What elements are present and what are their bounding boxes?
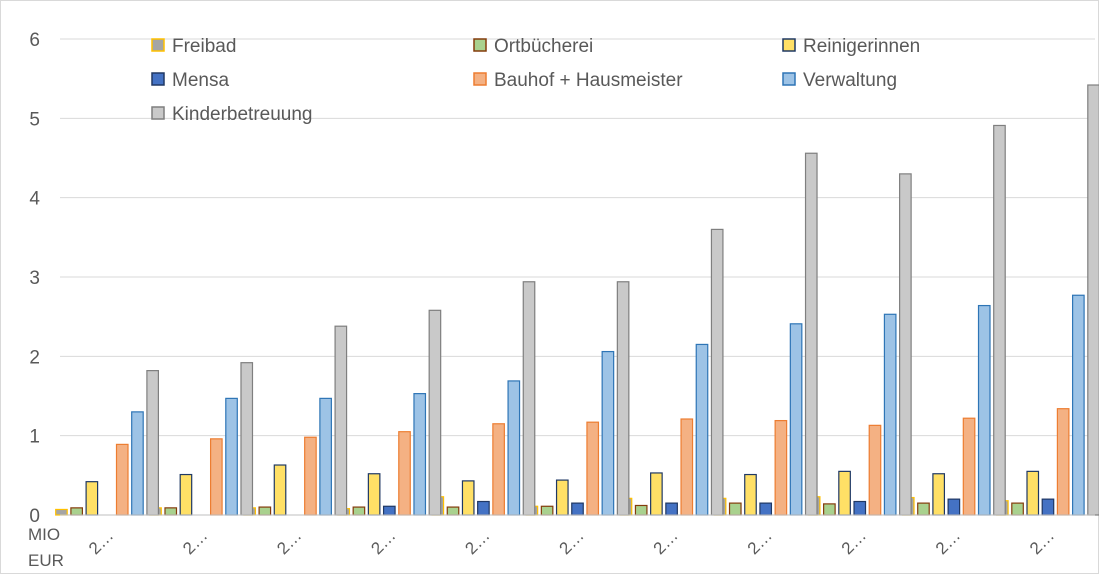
bar-reinigerinnen-6: [650, 472, 663, 516]
bar-bauhof-hausmeister-3: [398, 431, 411, 516]
bar-ortb-cherei-1: [164, 507, 178, 516]
bar-bauhof-hausmeister-6: [680, 418, 694, 516]
bar-ortb-cherei-8: [823, 503, 836, 516]
legend-label-ortb-cherei: Ortbücherei: [494, 36, 593, 57]
bar-mensa-7: [759, 502, 773, 516]
bar-verwaltung-0: [131, 411, 144, 516]
legend-swatch-bauhof-hausmeister: [473, 72, 487, 86]
bar-bauhof-hausmeister-2: [304, 436, 317, 516]
bar-reinigerinnen-1: [179, 473, 193, 516]
bar-ortb-cherei-6: [634, 504, 648, 516]
legend-swatch-mensa: [151, 72, 165, 86]
bar-ortb-cherei-3: [352, 506, 366, 516]
corner-label-eur: EUR: [28, 551, 64, 570]
bar-verwaltung-9: [977, 304, 991, 516]
bar-reinigerinnen-7: [744, 473, 757, 516]
bar-reinigerinnen-10: [1026, 470, 1040, 516]
bar-mensa-5: [571, 502, 584, 516]
bar-kinderbetreuung-0: [146, 370, 159, 516]
bar-verwaltung-5: [601, 350, 615, 516]
bar-ortb-cherei-4: [446, 506, 460, 516]
bar-mensa-10: [1041, 498, 1055, 516]
bar-verwaltung-8: [883, 313, 897, 516]
bar-reinigerinnen-5: [555, 479, 569, 516]
bar-bauhof-hausmeister-7: [774, 419, 788, 516]
y-tick-label: 5: [29, 109, 40, 130]
bar-verwaltung-10: [1071, 294, 1085, 516]
legend-label-bauhof-hausmeister: Bauhof + Hausmeister: [494, 70, 683, 91]
y-tick-label: 3: [29, 268, 40, 289]
bar-kinderbetreuung-6: [710, 228, 724, 516]
legend-swatch-verwaltung: [782, 72, 796, 86]
legend-label-freibad: Freibad: [172, 36, 236, 57]
bar-reinigerinnen-0: [85, 481, 99, 516]
legend-swatch-reinigerinnen: [782, 38, 796, 52]
legend: Freibad Ortbücherei Reinigerinnen Mensa Bauh…: [151, 36, 920, 125]
y-tick-label: 2: [29, 347, 40, 368]
bar-verwaltung-1: [225, 397, 238, 516]
y-tick-label: 6: [29, 30, 40, 51]
legend-label-mensa: Mensa: [172, 70, 229, 91]
bar-kinderbetreuung-1: [240, 362, 254, 516]
bar-bauhof-hausmeister-5: [586, 421, 600, 516]
bar-verwaltung-7: [789, 323, 803, 516]
bar-ortb-cherei-7: [728, 502, 742, 516]
bar-freibad-0: [55, 508, 68, 516]
bar-mensa-9: [947, 498, 961, 516]
bar-ortb-cherei-9: [917, 502, 930, 516]
bar-bauhof-hausmeister-0: [115, 443, 129, 516]
bar-bauhof-hausmeister-8: [868, 424, 882, 516]
bar-mensa-3: [382, 505, 396, 516]
bar-kinderbetreuung-3: [428, 309, 442, 516]
bar-kinderbetreuung-8: [899, 173, 912, 516]
bar-ortb-cherei-0: [70, 507, 84, 516]
bar-ortb-cherei-10: [1011, 502, 1024, 516]
bar-bauhof-hausmeister-9: [962, 417, 976, 516]
legend-label-reinigerinnen: Reinigerinnen: [803, 36, 920, 57]
bar-kinderbetreuung-5: [616, 281, 630, 516]
bars: [55, 84, 1099, 516]
bar-mensa-8: [853, 500, 867, 516]
legend-label-verwaltung: Verwaltung: [803, 70, 897, 91]
legend-swatch-freibad: [151, 38, 165, 52]
bar-mensa-4: [477, 500, 490, 516]
y-tick-label: 1: [29, 427, 40, 448]
bar-bauhof-hausmeister-10: [1056, 408, 1070, 516]
bar-reinigerinnen-4: [461, 480, 475, 516]
y-axis: 0 1 2 3 4 5 6: [29, 30, 40, 527]
y-tick-label: 0: [29, 506, 40, 527]
bar-bauhof-hausmeister-1: [209, 438, 223, 516]
bar-ortb-cherei-5: [540, 505, 554, 516]
bar-verwaltung-3: [413, 393, 427, 516]
bar-bauhof-hausmeister-4: [492, 423, 505, 516]
bar-verwaltung-4: [507, 380, 521, 516]
legend-label-kinderbetreuung: Kinderbetreuung: [172, 104, 313, 125]
bar-kinderbetreuung-10: [1087, 84, 1099, 516]
legend-swatch-ortb-cherei: [473, 38, 487, 52]
legend-swatch-kinderbetreuung: [151, 106, 165, 120]
bar-verwaltung-2: [319, 397, 332, 516]
bar-kinderbetreuung-2: [334, 325, 348, 516]
bar-kinderbetreuung-7: [804, 152, 818, 516]
bar-reinigerinnen-9: [932, 473, 946, 516]
y-tick-label: 4: [29, 189, 40, 210]
bar-reinigerinnen-2: [273, 464, 287, 516]
bar-ortb-cherei-2: [258, 506, 272, 516]
bar-reinigerinnen-3: [367, 473, 381, 516]
corner-label-mio: MIO: [28, 525, 60, 544]
bar-verwaltung-6: [695, 343, 709, 516]
bar-kinderbetreuung-9: [993, 124, 1006, 516]
bar-mensa-6: [665, 502, 678, 516]
bar-reinigerinnen-8: [838, 470, 851, 516]
bar-kinderbetreuung-4: [522, 281, 536, 516]
